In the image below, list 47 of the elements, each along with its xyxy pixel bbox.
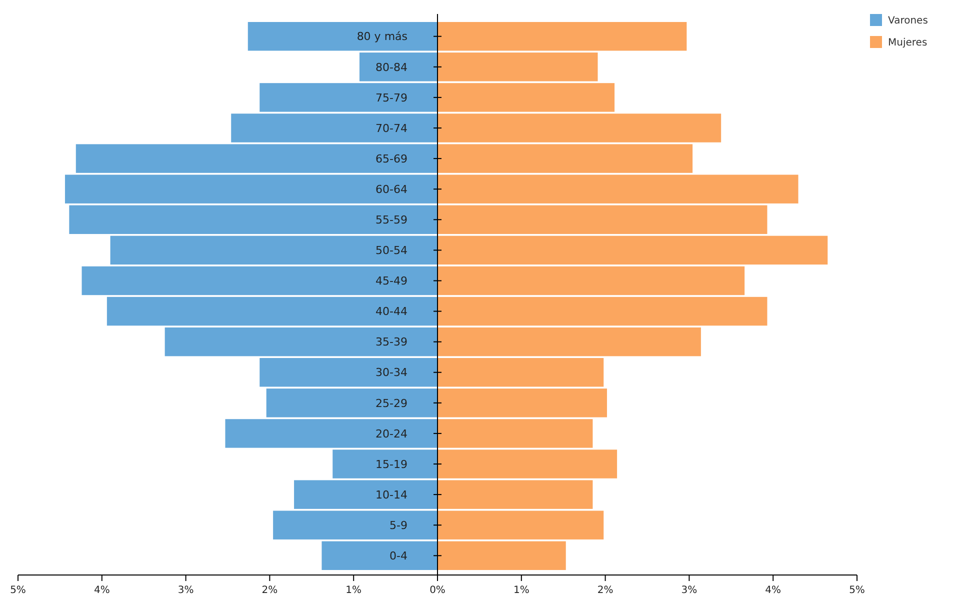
y-tick-label: 55-59 — [376, 213, 408, 226]
y-tick-label: 60-64 — [376, 182, 408, 196]
bar — [438, 236, 828, 265]
legend-label: Varones — [888, 16, 928, 26]
bar — [438, 22, 687, 51]
y-tick-label: 5-9 — [390, 518, 408, 532]
bar — [260, 358, 438, 387]
y-tick-label: 80-84 — [376, 60, 408, 74]
y-tick-label: 70-74 — [376, 122, 408, 135]
bar — [248, 22, 438, 51]
x-tick-label: 3% — [178, 585, 194, 596]
x-tick-label: 1% — [513, 585, 530, 596]
bar — [164, 327, 438, 356]
y-tick-label: 75-79 — [376, 91, 408, 104]
y-tick-label: 20-24 — [376, 427, 408, 440]
bar — [438, 205, 768, 234]
y-tick-label: 0-4 — [390, 549, 408, 562]
bar — [322, 541, 438, 570]
bar — [438, 541, 566, 570]
x-tick-label: 2% — [262, 585, 278, 596]
bar — [438, 296, 768, 326]
y-tick-label: 15-19 — [376, 458, 408, 471]
bar — [438, 327, 701, 356]
bar — [82, 266, 438, 296]
x-tick-label: 2% — [597, 585, 614, 596]
bar — [438, 358, 604, 387]
x-tick-label: 5% — [849, 585, 865, 596]
bar — [110, 236, 438, 265]
bar — [69, 205, 438, 234]
y-tick-label: 25-29 — [376, 396, 408, 410]
y-tick-label: 30-34 — [376, 366, 408, 380]
y-tick-label: 35-39 — [376, 336, 408, 349]
y-tick-label: 65-69 — [376, 152, 408, 166]
x-tick-label: 3% — [681, 585, 698, 596]
y-tick-label: 50-54 — [376, 244, 408, 258]
y-tick-label: 80 y más — [356, 30, 408, 44]
x-tick-label: 1% — [346, 585, 362, 596]
bar — [438, 266, 745, 296]
x-tick-label: 0% — [430, 585, 446, 596]
y-tick-label: 40-44 — [376, 305, 408, 318]
x-tick-label: 4% — [94, 585, 110, 596]
bar — [106, 296, 438, 326]
x-tick-label: 5% — [10, 585, 26, 596]
legend-label: Mujeres — [888, 38, 928, 48]
y-tick-label: 10-14 — [376, 488, 408, 502]
x-tick-label: 4% — [765, 585, 782, 596]
y-tick-label: 45-49 — [376, 274, 408, 288]
